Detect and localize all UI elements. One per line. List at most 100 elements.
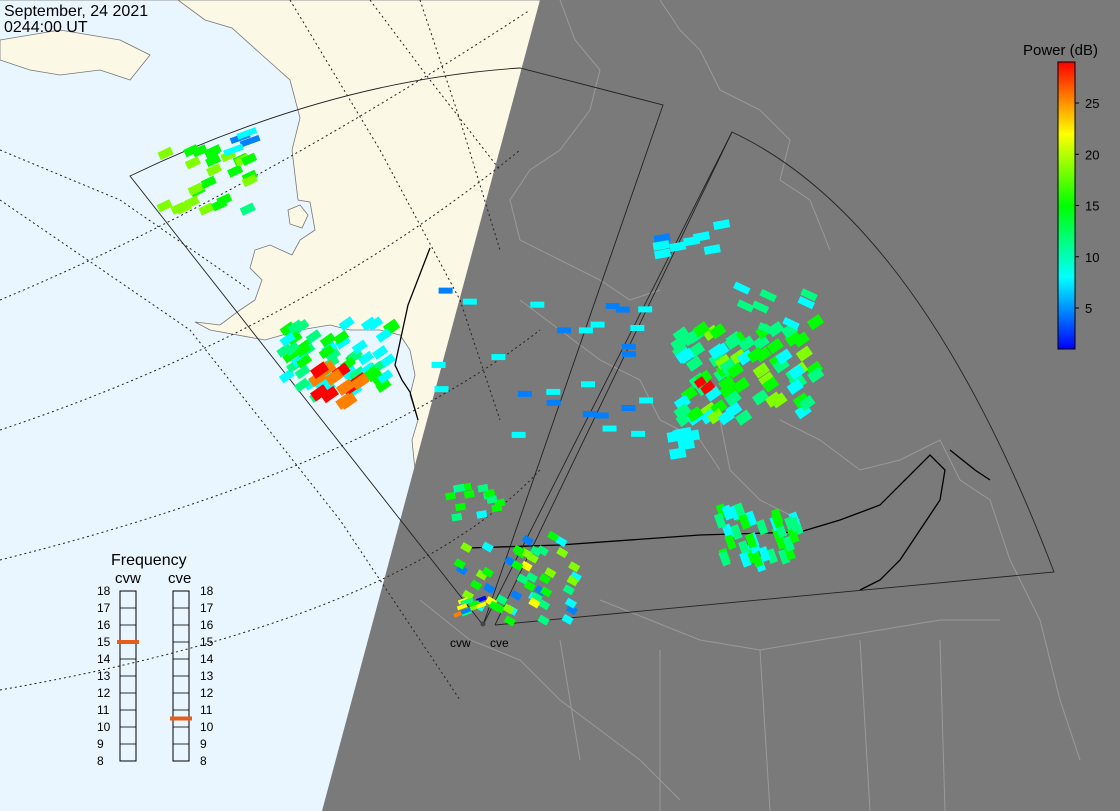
echo-cell	[669, 447, 687, 460]
backscatter-cells	[156, 127, 825, 627]
echo-cell	[673, 394, 692, 411]
echo-cell	[511, 431, 526, 438]
echo-cell	[469, 579, 483, 591]
echo-cell	[724, 390, 742, 407]
echo-cell	[752, 334, 770, 351]
echo-cell	[693, 376, 707, 389]
echo-cell	[755, 519, 769, 536]
echo-cell	[223, 143, 244, 157]
echo-cell	[320, 385, 339, 404]
echo-cell	[751, 389, 770, 406]
echo-cell	[334, 335, 351, 350]
echo-cell	[718, 550, 731, 567]
echo-cell	[287, 319, 304, 334]
echo-cell	[594, 412, 609, 419]
freq-tick-label: 11	[200, 703, 213, 717]
echo-cell	[367, 316, 384, 331]
echo-cell	[481, 566, 494, 578]
echo-cell	[578, 327, 593, 334]
echo-cell	[765, 548, 779, 565]
echo-cell	[708, 343, 726, 360]
echo-cell	[562, 584, 575, 596]
echo-cell	[502, 603, 515, 615]
echo-cell	[605, 303, 620, 310]
freq-cvw-label: cvw	[115, 570, 141, 587]
echo-cell	[621, 343, 636, 350]
freq-tick-label: 9	[200, 737, 207, 751]
echo-cell	[521, 534, 534, 547]
colorbar-tick-label: 10	[1085, 250, 1099, 265]
echo-cell	[692, 321, 710, 338]
echo-cell	[788, 516, 801, 533]
echo-cell	[726, 362, 745, 379]
echo-cell	[719, 358, 737, 375]
echo-cell	[673, 403, 691, 420]
island	[287, 204, 309, 229]
echo-cell	[778, 548, 791, 565]
echo-cell	[787, 527, 800, 544]
echo-cell	[700, 382, 713, 395]
echo-cell	[460, 541, 473, 554]
echo-cell	[582, 410, 597, 417]
echo-cell	[475, 569, 488, 581]
echo-cell	[707, 408, 725, 425]
echo-cell	[503, 615, 516, 627]
echo-cell	[792, 331, 810, 348]
echo-cell	[798, 394, 816, 412]
echo-cell	[276, 342, 293, 358]
freq-cve-label: cve	[168, 570, 191, 587]
echo-cell	[530, 591, 543, 603]
echo-cell	[359, 362, 376, 377]
echo-cell	[523, 580, 536, 592]
echo-cell	[462, 298, 477, 305]
colorbar-tick-label: 5	[1085, 301, 1092, 316]
echo-cell	[377, 369, 394, 384]
echo-cell	[733, 502, 746, 519]
echo-cell	[750, 551, 764, 568]
echo-cell	[714, 353, 732, 371]
echo-cell	[236, 127, 258, 140]
echo-cell	[724, 333, 742, 351]
echo-cell	[568, 561, 581, 573]
echo-cell	[511, 559, 524, 572]
freq-tick-label: 15	[200, 635, 214, 649]
echo-cell	[683, 235, 701, 247]
echo-cell	[653, 248, 672, 260]
freq-tick-label: 13	[200, 669, 214, 683]
echo-cell	[615, 306, 630, 313]
echo-cell	[351, 372, 370, 391]
echo-cell	[456, 603, 468, 611]
echo-cell	[183, 144, 200, 158]
echo-cell	[677, 438, 695, 451]
freq-tick-label: 17	[200, 601, 214, 615]
echo-cell	[757, 322, 776, 336]
echo-cell	[227, 164, 244, 178]
echo-cell	[752, 362, 770, 379]
echo-cell	[538, 573, 551, 585]
echo-cell	[434, 386, 449, 393]
echo-cell	[516, 573, 529, 585]
echo-cell	[738, 335, 756, 352]
echo-cell	[670, 335, 688, 352]
echo-cell	[375, 378, 392, 393]
echo-cell	[184, 156, 201, 170]
echo-cell	[738, 540, 751, 557]
echo-cell	[732, 376, 750, 394]
echo-cell	[319, 332, 336, 348]
echo-cell	[318, 344, 335, 360]
echo-cell	[375, 328, 392, 343]
echo-cell	[512, 544, 525, 556]
echo-cell	[366, 367, 383, 383]
echo-cell	[333, 330, 350, 345]
echo-cell	[807, 366, 825, 384]
cve-site-label: cve	[490, 636, 509, 650]
echo-cell	[775, 348, 793, 365]
echo-cell	[284, 341, 301, 357]
echo-cell	[241, 152, 258, 166]
fields-of-view	[129, 67, 1055, 626]
echo-cell	[713, 512, 727, 529]
echo-cell	[324, 347, 341, 363]
echo-cell	[517, 390, 532, 397]
freq-tick-label: 18	[97, 584, 111, 598]
echo-cell	[338, 316, 355, 331]
